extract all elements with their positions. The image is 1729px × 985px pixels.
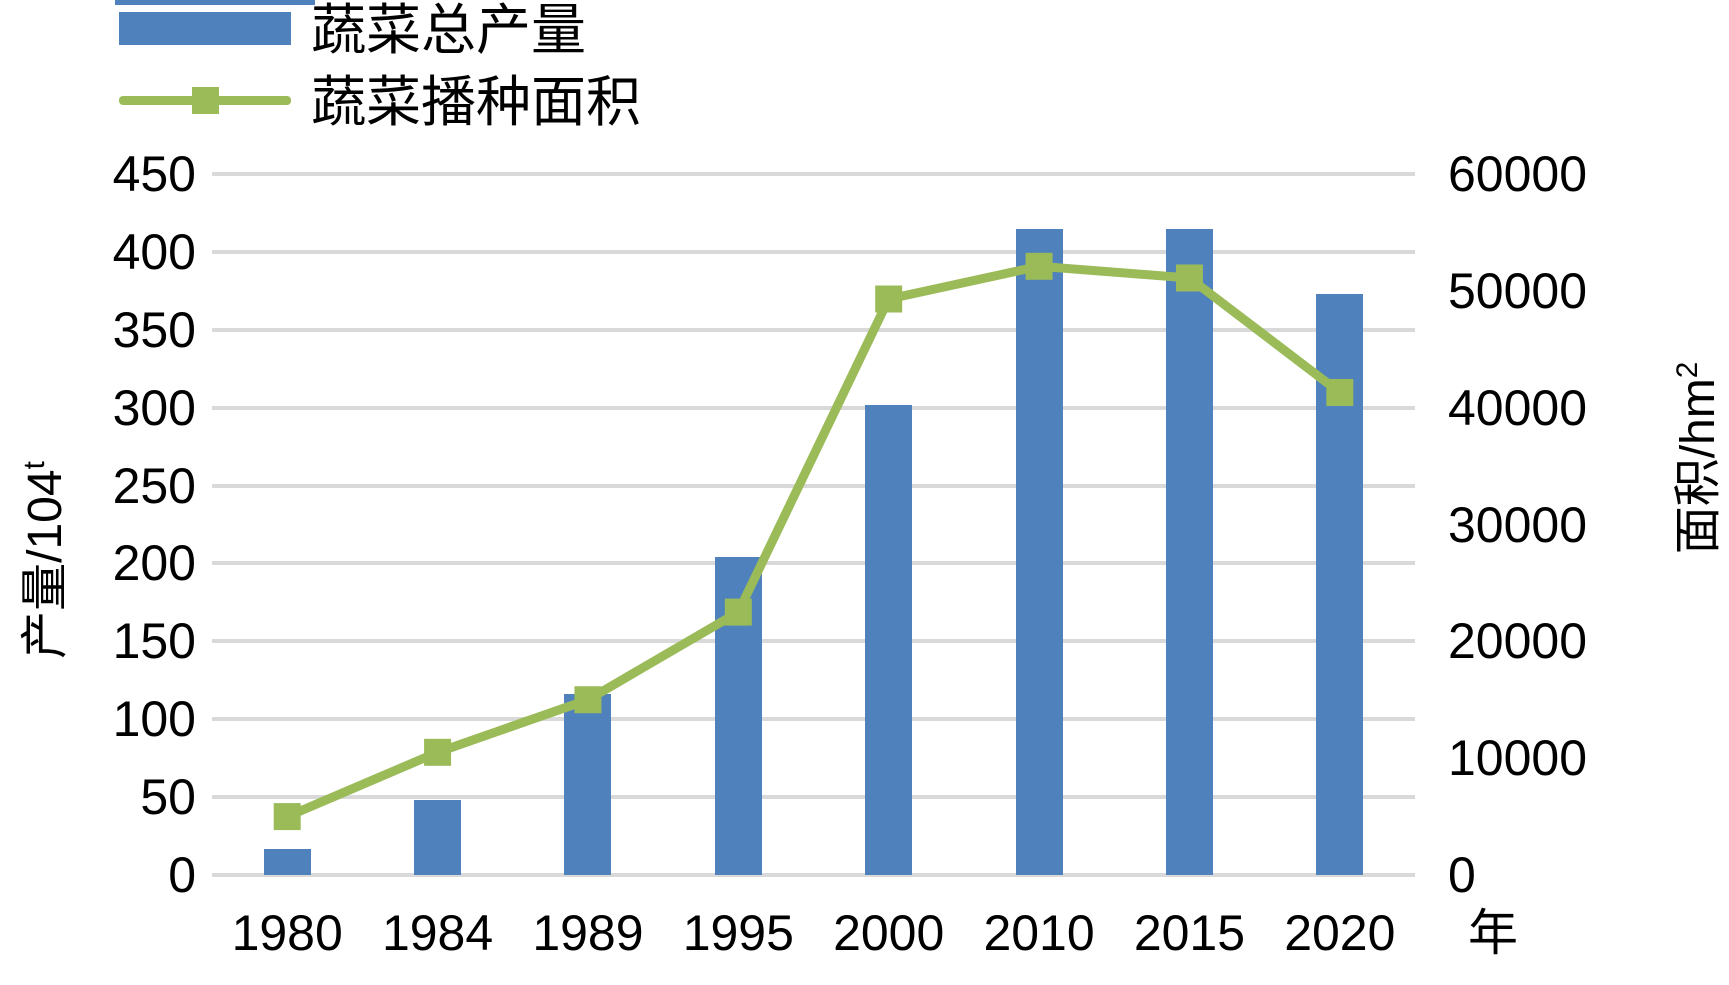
x-label-1980: 1980	[231, 905, 343, 961]
left-tick-100: 100	[112, 691, 196, 748]
line-marker-1989	[574, 686, 602, 714]
left-tick-300: 300	[112, 379, 196, 436]
gridline-100	[212, 717, 1415, 722]
legend-label-production: 蔬菜总产量	[311, 0, 587, 61]
bar-2010	[1015, 228, 1063, 875]
legend-label-area: 蔬菜播种面积	[311, 71, 642, 133]
left-tick-200: 200	[112, 535, 196, 592]
left-tick-400: 400	[112, 223, 196, 280]
right-tick-10000: 10000	[1448, 730, 1588, 787]
gridline-400	[212, 249, 1415, 254]
x-label-2020: 2020	[1284, 905, 1396, 961]
x-label-2000: 2000	[833, 905, 945, 961]
gridline-350	[212, 327, 1415, 332]
left-tick-150: 150	[112, 613, 196, 670]
right-tick-30000: 30000	[1448, 496, 1588, 553]
left-tick-50: 50	[140, 769, 196, 826]
bar-2015	[1165, 228, 1213, 875]
area-line	[285, 261, 1343, 821]
gridline-300	[212, 405, 1415, 410]
bar-1989	[564, 694, 612, 875]
gridline-0	[212, 873, 1415, 877]
left-tick-0: 0	[168, 847, 196, 903]
line-marker-1995	[724, 598, 752, 626]
left-tick-350: 350	[112, 301, 196, 358]
line-series-marker-swatch	[192, 87, 219, 114]
x-label-2015: 2015	[1133, 905, 1246, 961]
bar-1984	[414, 800, 462, 875]
bar-1980	[263, 848, 311, 875]
x-label-1995: 1995	[682, 905, 794, 961]
gridline-50	[212, 795, 1415, 800]
right-tick-20000: 20000	[1448, 613, 1588, 670]
right-tick-0: 0	[1448, 847, 1476, 903]
gridline-250	[212, 483, 1415, 488]
line-marker-2020	[1326, 378, 1354, 406]
right-tick-50000: 50000	[1448, 262, 1588, 319]
line-marker-1984	[424, 738, 452, 766]
gridline-150	[212, 639, 1415, 644]
right-tick-60000: 60000	[1448, 146, 1588, 202]
bar-2000	[865, 404, 913, 875]
x-axis-title: 年	[1468, 905, 1518, 961]
line-marker-2015	[1175, 264, 1203, 292]
x-label-2010: 2010	[983, 905, 1095, 961]
x-label-1984: 1984	[381, 905, 494, 961]
gridline-200	[212, 561, 1415, 566]
line-marker-2000	[875, 285, 903, 313]
x-label-1989: 1989	[532, 905, 644, 961]
right-tick-40000: 40000	[1448, 379, 1588, 436]
line-marker-2010	[1025, 252, 1053, 280]
line-marker-1980	[273, 803, 301, 831]
left-tick-250: 250	[112, 457, 196, 514]
bar-series-swatch	[119, 12, 291, 45]
gridline-450	[212, 172, 1415, 176]
left-tick-450: 450	[112, 146, 196, 202]
cropped-blue-strip	[115, 0, 315, 5]
